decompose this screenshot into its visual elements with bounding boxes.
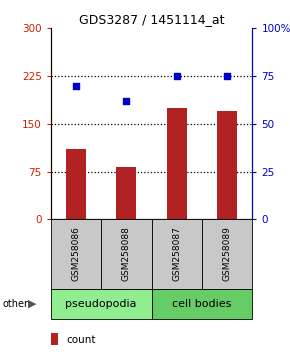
Bar (151, 289, 252, 319)
Point (225, 73, 229, 79)
Text: other: other (3, 298, 29, 309)
Bar (51, 333, 58, 345)
Text: GSM258087: GSM258087 (172, 227, 181, 281)
Point (74, 83, 78, 88)
Text: count: count (67, 335, 96, 346)
Bar (151, 219, 202, 289)
Bar (101, 219, 151, 289)
Text: pseudopodia: pseudopodia (65, 298, 137, 309)
Bar (116, 167, 136, 219)
Point (174, 73, 179, 79)
Bar (202, 219, 252, 289)
Bar (51, 289, 151, 319)
Text: ▶: ▶ (28, 298, 36, 309)
Text: GSM258086: GSM258086 (71, 227, 80, 281)
Text: GSM258088: GSM258088 (122, 227, 131, 281)
Bar (217, 111, 237, 219)
Text: GSM258089: GSM258089 (223, 227, 232, 281)
Bar (51, 219, 101, 289)
Bar (66, 149, 86, 219)
Title: GDS3287 / 1451114_at: GDS3287 / 1451114_at (79, 13, 224, 26)
Text: cell bodies: cell bodies (172, 298, 232, 309)
Point (124, 98, 129, 104)
Bar (167, 108, 187, 219)
